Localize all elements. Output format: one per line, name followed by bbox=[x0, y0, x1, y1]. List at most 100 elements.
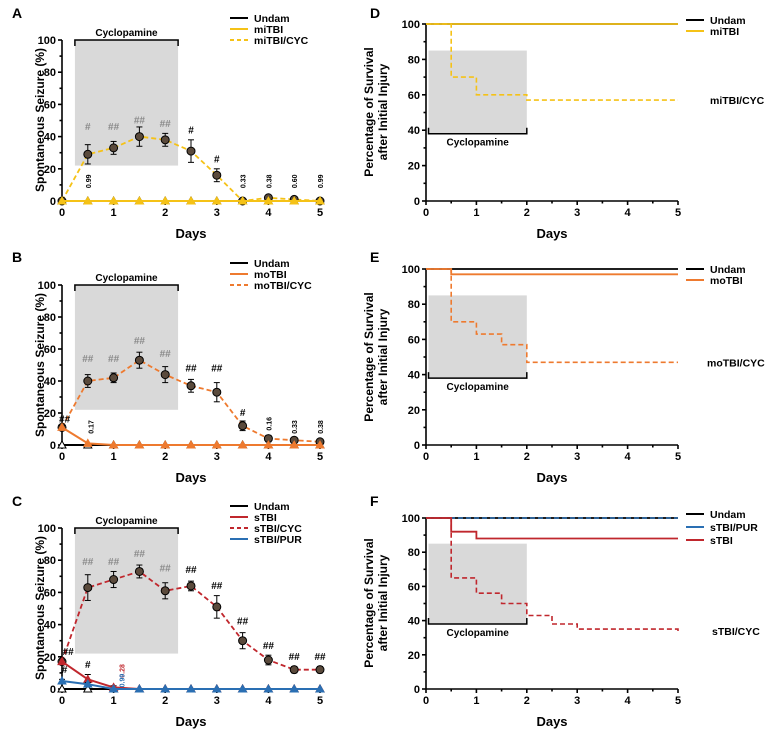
significance-mark: ## bbox=[160, 563, 172, 574]
data-point bbox=[82, 679, 93, 688]
y-axis-label-line2: after Initial Injury bbox=[376, 554, 390, 651]
x-tick-label: 2 bbox=[162, 695, 168, 707]
data-point bbox=[57, 422, 67, 431]
treatment-label: Cyclopamine bbox=[447, 382, 510, 393]
data-point bbox=[160, 439, 171, 449]
x-axis-label: Days bbox=[175, 714, 206, 729]
x-tick-label: 2 bbox=[524, 207, 530, 219]
significance-mark: ## bbox=[211, 581, 223, 592]
data-point bbox=[315, 195, 325, 205]
data-point bbox=[82, 195, 93, 205]
x-tick-label: 5 bbox=[675, 451, 681, 463]
series-stbi-cyc bbox=[426, 517, 679, 633]
y-tick-label: 0 bbox=[50, 196, 56, 208]
y-tick-label: 100 bbox=[402, 513, 420, 525]
legend-label: Undam bbox=[710, 15, 746, 27]
y-tick-label: 40 bbox=[44, 376, 56, 388]
legend-label: Undam bbox=[254, 13, 290, 25]
y-tick-label: 100 bbox=[38, 280, 56, 292]
data-point bbox=[109, 575, 119, 585]
series-line bbox=[61, 570, 320, 671]
x-tick-label: 1 bbox=[111, 207, 117, 219]
panel-letter: B bbox=[12, 249, 22, 265]
x-tick-label: 3 bbox=[214, 451, 220, 463]
x-tick-label: 0 bbox=[423, 451, 429, 463]
y-tick-label: 60 bbox=[44, 587, 56, 599]
significance-mark: # bbox=[85, 122, 91, 133]
x-axis-label: Days bbox=[536, 470, 567, 485]
treatment-bracket bbox=[74, 527, 179, 534]
significance-mark: ## bbox=[108, 122, 120, 133]
treatment-label: Cyclopamine bbox=[447, 628, 510, 639]
legend-label: Undam bbox=[710, 509, 746, 521]
data-point bbox=[212, 602, 222, 612]
y-tick-label: 0 bbox=[50, 684, 56, 696]
data-point bbox=[186, 381, 196, 391]
y-tick-label: 20 bbox=[44, 652, 56, 664]
y-axis-label-line2: after Initial Injury bbox=[376, 308, 390, 405]
significance-mark: ## bbox=[160, 349, 172, 360]
legend-label: miTBI bbox=[254, 24, 283, 36]
data-point bbox=[237, 683, 248, 693]
data-point bbox=[186, 683, 196, 693]
x-tick-label: 3 bbox=[574, 695, 580, 707]
significance-mark: ## bbox=[237, 617, 249, 628]
treatment-window bbox=[428, 543, 527, 625]
panel-letter: D bbox=[370, 5, 380, 21]
x-tick-label: 0 bbox=[59, 695, 65, 707]
p-value-label: 0.17 bbox=[88, 420, 95, 434]
y-tick-label: 20 bbox=[408, 650, 420, 662]
x-tick-label: 5 bbox=[317, 695, 323, 707]
significance-mark: ## bbox=[211, 363, 223, 374]
y-axis-label-line2: after Initial Injury bbox=[376, 63, 390, 160]
treatment-window bbox=[428, 50, 527, 134]
x-tick-label: 1 bbox=[473, 207, 479, 219]
y-tick-label: 60 bbox=[44, 344, 56, 356]
data-point bbox=[238, 636, 248, 646]
legend-label: Undam bbox=[254, 258, 290, 270]
p-value-label: 0.28 bbox=[119, 664, 126, 678]
panel-letter: E bbox=[370, 249, 379, 265]
data-point bbox=[315, 439, 325, 449]
significance-mark: ## bbox=[108, 354, 120, 365]
data-point bbox=[186, 146, 196, 156]
legend-label: moTBI bbox=[254, 269, 287, 281]
treatment-bracket bbox=[427, 127, 528, 135]
treatment-window bbox=[428, 295, 527, 379]
legend-label: Undam bbox=[254, 501, 290, 513]
x-tick-label: 5 bbox=[317, 207, 323, 219]
panel-f: F Cyclopamine 0 1 2 3 4 5 0 20 40 60 80 100 Days Percen… bbox=[362, 493, 760, 729]
end-label: moTBI/CYC bbox=[707, 357, 765, 369]
data-point bbox=[83, 149, 93, 159]
data-point bbox=[134, 355, 144, 365]
x-tick-label: 0 bbox=[423, 695, 429, 707]
series-mitbi-cyc bbox=[426, 23, 678, 101]
panel-letter: A bbox=[12, 5, 22, 21]
data-point bbox=[57, 439, 67, 449]
data-point bbox=[160, 683, 171, 693]
data-point bbox=[289, 439, 300, 449]
x-tick-label: 3 bbox=[574, 207, 580, 219]
data-point bbox=[134, 195, 145, 205]
significance-mark: ## bbox=[185, 565, 197, 576]
legend-label: sTBI/CYC bbox=[254, 523, 302, 535]
x-tick-label: 5 bbox=[317, 451, 323, 463]
significance-mark: ## bbox=[134, 336, 146, 347]
x-tick-label: 5 bbox=[675, 695, 681, 707]
x-tick-label: 2 bbox=[162, 451, 168, 463]
x-tick-label: 1 bbox=[111, 695, 117, 707]
x-axis-label: Days bbox=[536, 714, 567, 729]
panel-letter: F bbox=[370, 493, 379, 509]
series-motbi bbox=[57, 422, 325, 449]
data-point bbox=[289, 665, 299, 675]
significance-mark: ## bbox=[314, 652, 326, 663]
y-tick-label: 80 bbox=[408, 54, 420, 66]
data-point bbox=[83, 583, 93, 593]
y-axis-label: Spontaneous Seizure (%) bbox=[33, 48, 47, 192]
data-point bbox=[315, 683, 325, 693]
x-axis-label: Days bbox=[175, 226, 206, 241]
y-tick-label: 100 bbox=[402, 264, 420, 276]
treatment-label: Cyclopamine bbox=[447, 138, 510, 149]
